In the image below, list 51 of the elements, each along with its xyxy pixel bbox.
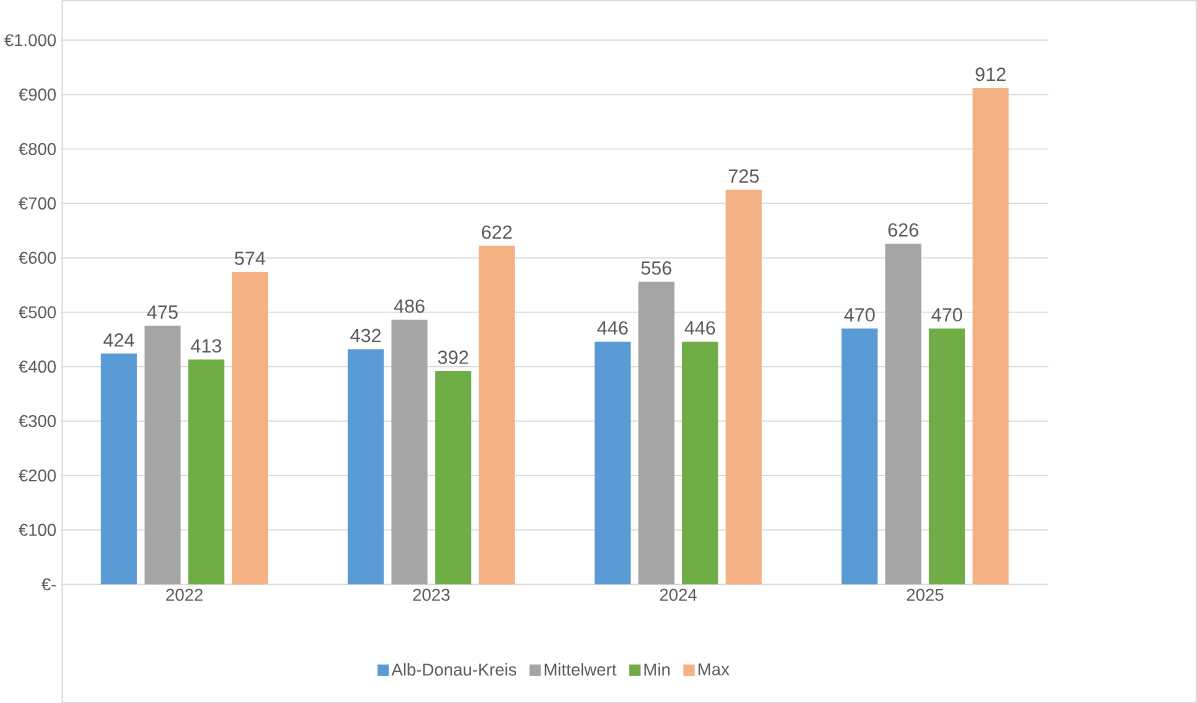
bar bbox=[144, 325, 181, 585]
legend-label: Max bbox=[698, 663, 730, 676]
bar bbox=[231, 271, 268, 585]
y-tick-label: €300 bbox=[18, 414, 56, 427]
data-label: 432 bbox=[350, 328, 381, 343]
y-tick-label: €900 bbox=[18, 88, 56, 101]
data-label: 486 bbox=[394, 299, 425, 313]
data-label: 912 bbox=[975, 67, 1006, 81]
bar bbox=[725, 189, 762, 585]
bar bbox=[347, 349, 384, 585]
bar bbox=[391, 319, 428, 585]
data-label: 424 bbox=[103, 333, 135, 347]
legend-label: Alb-Donau-Kreis bbox=[391, 662, 517, 676]
y-tick-label: €200 bbox=[18, 469, 56, 482]
data-label: 470 bbox=[931, 307, 963, 322]
data-label: 470 bbox=[844, 307, 875, 322]
bar bbox=[638, 281, 675, 585]
y-tick-label: €100 bbox=[18, 523, 56, 536]
bar bbox=[972, 87, 1009, 585]
y-tick-label: €400 bbox=[18, 360, 56, 373]
x-tick-label: 2025 bbox=[906, 588, 944, 601]
y-tick-label: €800 bbox=[18, 142, 56, 155]
data-label: 475 bbox=[147, 305, 178, 319]
data-label: 725 bbox=[728, 169, 759, 183]
data-label: 622 bbox=[481, 225, 512, 239]
x-tick-label: 2024 bbox=[660, 588, 697, 601]
bar bbox=[885, 243, 922, 585]
bar bbox=[188, 359, 225, 585]
data-label: 446 bbox=[684, 321, 716, 335]
data-label: 392 bbox=[438, 350, 469, 364]
bar bbox=[594, 341, 631, 585]
y-tick-label: €500 bbox=[18, 306, 56, 319]
x-tick-label: 2023 bbox=[413, 588, 450, 601]
legend-label: Min bbox=[644, 662, 670, 676]
legend-label: Mittelwert bbox=[544, 662, 617, 676]
x-tick-label: 2022 bbox=[166, 588, 203, 601]
data-label: 626 bbox=[888, 223, 919, 237]
bar bbox=[100, 353, 137, 585]
bar bbox=[928, 328, 965, 585]
y-tick-label: €700 bbox=[18, 197, 56, 210]
y-tick-label: €1.000 bbox=[4, 33, 56, 47]
y-tick-label: €- bbox=[41, 578, 56, 591]
bar bbox=[478, 245, 515, 585]
bar bbox=[435, 370, 472, 585]
data-label: 446 bbox=[597, 321, 628, 335]
data-label: 574 bbox=[234, 251, 266, 265]
data-label: 413 bbox=[190, 338, 222, 353]
bar bbox=[682, 341, 719, 585]
y-tick-label: €600 bbox=[18, 251, 56, 264]
data-label: 556 bbox=[641, 261, 672, 275]
bar bbox=[841, 328, 878, 585]
